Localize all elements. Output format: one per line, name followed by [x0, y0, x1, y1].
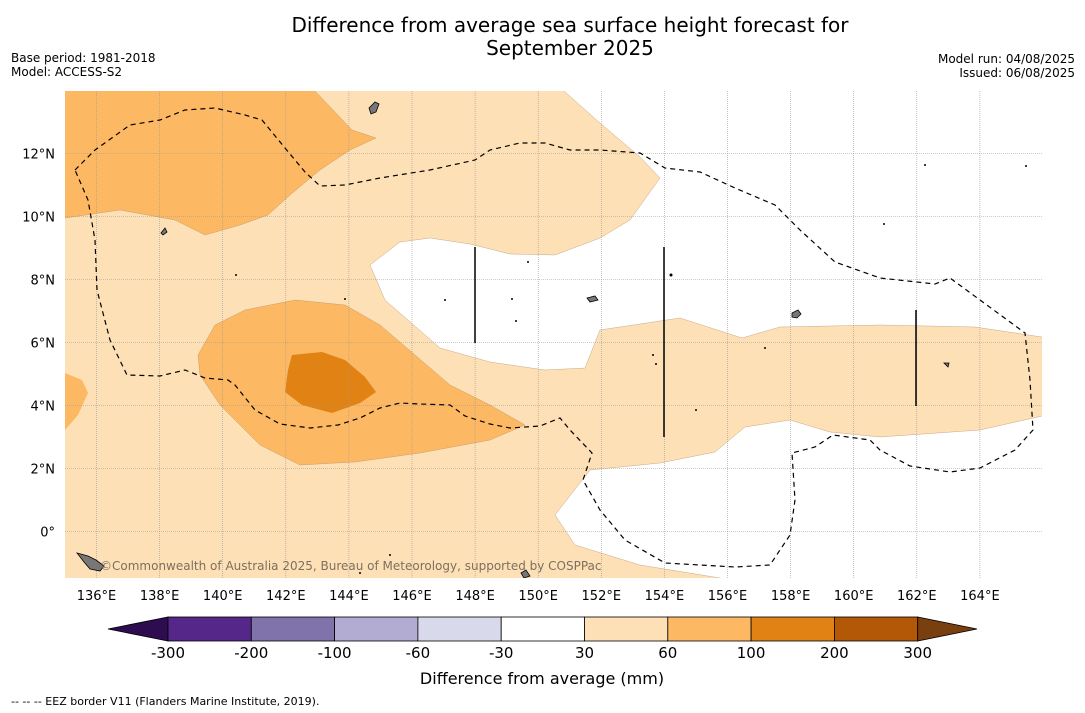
colorbar-bin [334, 616, 419, 642]
map-field: ©Commonwealth of Australia 2025, Bureau … [65, 91, 1042, 578]
lat-tick-label: 10°N [22, 211, 55, 226]
lon-tick-label: 158°E [771, 589, 811, 604]
latitude-labels: 12°N 10°N 8°N 6°N 4°N 2°N 0° [22, 148, 55, 541]
colorbar-bin [584, 616, 669, 642]
lon-tick-label: 146°E [392, 589, 432, 604]
map-title: Difference from average sea surface heig… [0, 14, 1085, 60]
colorbar: -300 -200 -100 -60 -30 30 60 100 200 300 [107, 616, 978, 662]
island-7 [943, 362, 950, 368]
colorbar-bin [500, 616, 585, 642]
lon-tick-label: 160°E [834, 589, 874, 604]
colorbar-bin [834, 616, 919, 642]
islands [75, 101, 950, 578]
lat-tick-label: 4°N [31, 400, 56, 415]
lon-tick-label: 154°E [645, 589, 685, 604]
colorbar-under-arrow [107, 616, 169, 642]
lat-tick-label: 2°N [31, 463, 56, 478]
lon-tick-label: 144°E [329, 589, 369, 604]
issued-date: Issued: 06/08/2025 [959, 66, 1075, 80]
lat-tick-label: 6°N [31, 337, 56, 352]
colorbar-tick-label: -30 [489, 644, 514, 662]
credit-text: ©Commonwealth of Australia 2025, Bureau … [100, 559, 602, 573]
anomaly-60-100-northwest [65, 91, 376, 235]
colorbar-tick-label: 30 [575, 644, 594, 662]
eez-border [74, 107, 1034, 568]
meta-left: Base period: 1981-2018 Model: ACCESS-S2 [11, 51, 156, 79]
colorbar-tick-label: -60 [406, 644, 431, 662]
base-period: Base period: 1981-2018 [11, 51, 156, 65]
colorbar-tick-label: -100 [318, 644, 352, 662]
island-2 [160, 227, 168, 236]
lon-tick-label: 142°E [266, 589, 306, 604]
contour-lines [65, 91, 1042, 578]
model-run: Model run: 04/08/2025 [937, 52, 1075, 66]
eez-legend-note: -- -- -- EEZ border V11 (Flanders Marine… [11, 695, 320, 708]
colorbar-tick-label: 100 [737, 644, 766, 662]
island-4 [586, 295, 599, 303]
colorbar-tick-label: 300 [903, 644, 932, 662]
lon-tick-label: 156°E [708, 589, 748, 604]
island-5 [75, 552, 105, 572]
colorbar-tick-label: -200 [234, 644, 268, 662]
colorbar-tick-label: 60 [658, 644, 677, 662]
lon-tick-label: 162°E [897, 589, 937, 604]
longitude-labels: 136°E 138°E 140°E 142°E 144°E 146°E 148°E 150°E… [77, 589, 1000, 604]
lon-tick-label: 136°E [77, 589, 117, 604]
eez-segments [474, 247, 917, 437]
lon-tick-label: 148°E [455, 589, 495, 604]
island-3 [791, 309, 802, 319]
lon-tick-label: 140°E [203, 589, 243, 604]
island-6 [520, 569, 531, 578]
lat-tick-label: 0° [40, 526, 55, 541]
lat-tick-label: 8°N [31, 274, 56, 289]
anomaly-100-200-core [285, 352, 376, 413]
title-line-2: September 2025 [486, 36, 654, 60]
colorbar-bin [167, 616, 252, 642]
colorbar-bin [417, 616, 502, 642]
neutral-region-north [370, 91, 1042, 370]
meta-right: Model run: 04/08/2025 Issued: 06/08/2025 [938, 52, 1075, 80]
colorbar-tick-label: -300 [151, 644, 185, 662]
lat-tick-label: 12°N [22, 148, 55, 163]
colorbar-bin [250, 616, 336, 642]
island-1 [368, 101, 380, 115]
lon-tick-label: 164°E [960, 589, 1000, 604]
colorbar-bin [667, 616, 752, 642]
colorbar-tick-label: 200 [820, 644, 849, 662]
colorbar-over-arrow [917, 616, 978, 642]
anomaly-60-100-west-edge [65, 373, 88, 430]
title-line-1: Difference from average sea surface heig… [291, 13, 849, 37]
neutral-region-south [555, 416, 1042, 578]
lon-tick-label: 150°E [518, 589, 558, 604]
graticule [65, 91, 1042, 578]
forecast-map: ©Commonwealth of Australia 2025, Bureau … [22, 91, 1042, 688]
island-dots [235, 164, 1027, 574]
model-name: Model: ACCESS-S2 [11, 65, 123, 79]
lon-tick-label: 138°E [140, 589, 180, 604]
colorbar-title: Difference from average (mm) [420, 669, 664, 688]
colorbar-bin [750, 616, 835, 642]
lon-tick-label: 152°E [582, 589, 622, 604]
